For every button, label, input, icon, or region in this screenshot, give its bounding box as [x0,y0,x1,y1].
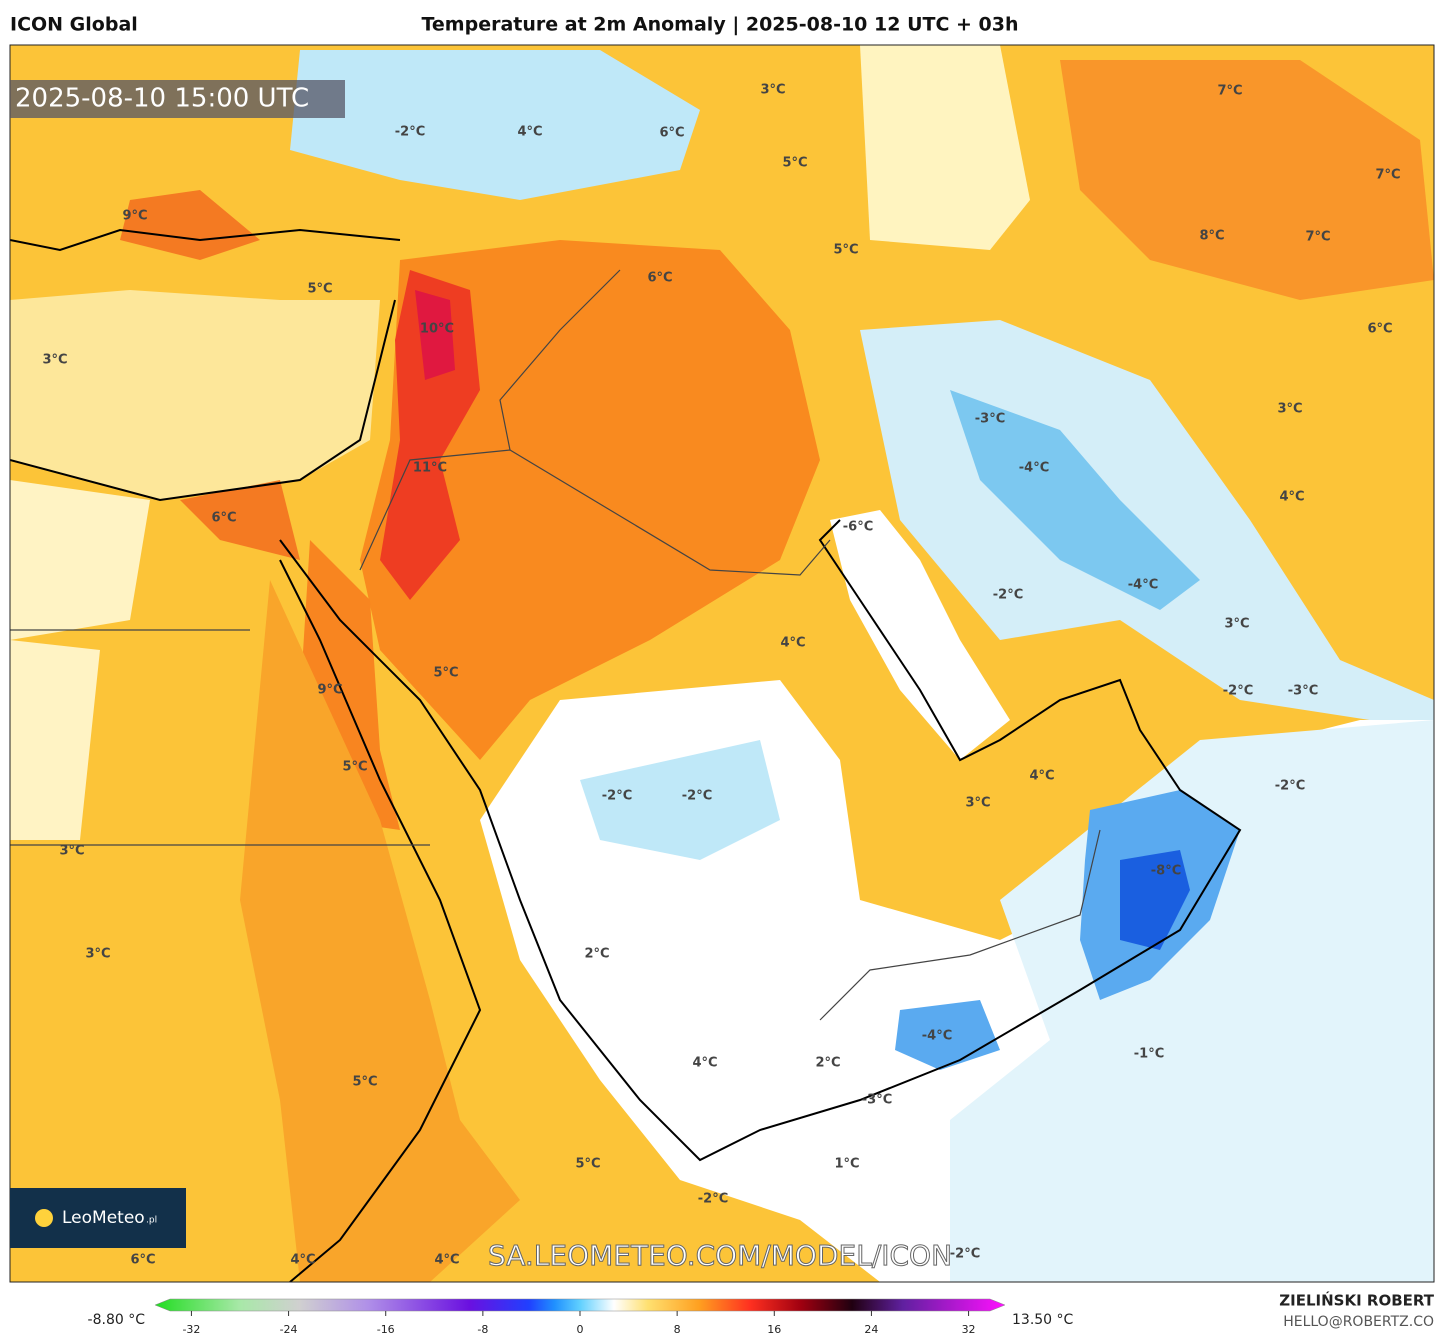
colorbar-min: -8.80 °C [88,1312,146,1328]
map-label: 4°C [290,1253,315,1268]
map-label: 4°C [517,125,542,140]
map-label: -3°C [975,412,1005,427]
logo-name: LeoMeteo [62,1208,145,1228]
map-labels: 3°C -2°C 4°C 6°C 5°C 7°C 7°C 9°C 8°C 7°C 6°C 5°C 5°C… [42,83,1400,1268]
map-label: -8°C [1151,864,1181,879]
map-label: 3°C [1224,617,1249,632]
map-label: 11°C [413,461,447,476]
map-label: 9°C [122,209,147,224]
map-label: 5°C [307,282,332,297]
map-label: 1°C [834,1157,859,1172]
hot-area [380,270,480,600]
colorbar-max: 13.50 °C [1012,1312,1074,1328]
map-label: 3°C [85,947,110,962]
map-label: 6°C [130,1253,155,1268]
colorbar-tick-label: -32 [182,1323,200,1336]
map-label: 6°C [1367,322,1392,337]
map-label: -2°C [395,125,425,140]
map-label: 3°C [965,796,990,811]
map-label: -4°C [922,1029,952,1044]
map-label: 3°C [760,83,785,98]
map-label: 9°C [317,683,342,698]
warm-area [120,190,300,560]
model-name: ICON Global [10,14,138,36]
map-label: -4°C [1128,578,1158,593]
map-label: -2°C [1223,684,1253,699]
map-label: 6°C [659,126,684,141]
map-label: -6°C [843,520,873,535]
map-label: -1°C [1134,1047,1164,1062]
light-area [10,480,150,840]
colorbar-tick-label: 24 [864,1323,878,1336]
map-label: 4°C [692,1056,717,1071]
map-label: -2°C [1275,779,1305,794]
contact: HELLO@ROBERTZ.CO [1283,1314,1434,1330]
author: ZIELIŃSKI ROBERT [1279,1291,1434,1310]
map-label: 6°C [647,271,672,286]
warm-area [1060,60,1434,300]
map-label: -3°C [1288,684,1318,699]
hot-area [415,290,455,380]
map-label: 3°C [42,353,67,368]
colorbar [154,1298,1006,1312]
map-label: 5°C [782,156,807,171]
map-label: 2°C [815,1056,840,1071]
colorbar-tick-label: 32 [962,1323,976,1336]
map-frame [9,44,1435,1283]
map-label: 5°C [433,666,458,681]
map-label: -2°C [602,789,632,804]
map-label: 5°C [342,760,367,775]
map-label: 7°C [1305,230,1330,245]
light-area [860,45,1030,250]
cool-area [580,740,780,860]
neutral-area [830,510,1010,760]
cool-area [290,50,700,200]
colorbar-tick-label: -16 [377,1323,395,1336]
colorbar-tick-label: -8 [477,1323,488,1336]
map-label: 4°C [780,636,805,651]
map-title: Temperature at 2m Anomaly | 2025-08-10 1… [421,14,1018,36]
coastline [10,228,1242,1282]
cool-area [950,720,1434,1282]
map-label: 3°C [59,844,84,859]
map-label: 4°C [434,1253,459,1268]
map-label: 8°C [1199,229,1224,244]
logo-sun [35,1209,53,1227]
map-label: -2°C [698,1192,728,1207]
border [10,269,1101,1021]
map-label: -4°C [1019,461,1049,476]
cold-area [1120,850,1190,950]
map-label: 3°C [1277,402,1302,417]
timestamp-box [10,80,345,118]
map-label: 10°C [420,322,454,337]
colorbar-ticks: -32 -24 -16 -8 0 8 16 24 32 [182,1311,976,1336]
map-label: -2°C [950,1247,980,1262]
map-label: -2°C [682,789,712,804]
map-label: 2°C [584,947,609,962]
map-label: -3°C [862,1093,892,1108]
sea-anomaly [10,290,380,500]
map-label: 4°C [1029,769,1054,784]
colorbar-tick-label: 8 [674,1323,681,1336]
map [10,45,1434,1282]
logo-suffix: .pl [146,1216,157,1226]
map-label: -2°C [993,588,1023,603]
colorbar-tick-label: 16 [767,1323,781,1336]
map-label: 5°C [352,1075,377,1090]
watermark: SA.LEOMETEO.COM/MODEL/ICON [488,1239,952,1272]
map-label: 6°C [211,511,236,526]
cold-area [950,390,1200,610]
timestamp: 2025-08-10 15:00 UTC [15,84,309,114]
warm-area [240,580,520,1282]
map-label: 5°C [833,243,858,258]
map-label: 7°C [1375,168,1400,183]
map-label: 7°C [1217,84,1242,99]
colorbar-tick-label: -24 [280,1323,298,1336]
map-label: 4°C [1279,490,1304,505]
map-label: 5°C [575,1157,600,1172]
colorbar-tick-label: 0 [577,1323,584,1336]
